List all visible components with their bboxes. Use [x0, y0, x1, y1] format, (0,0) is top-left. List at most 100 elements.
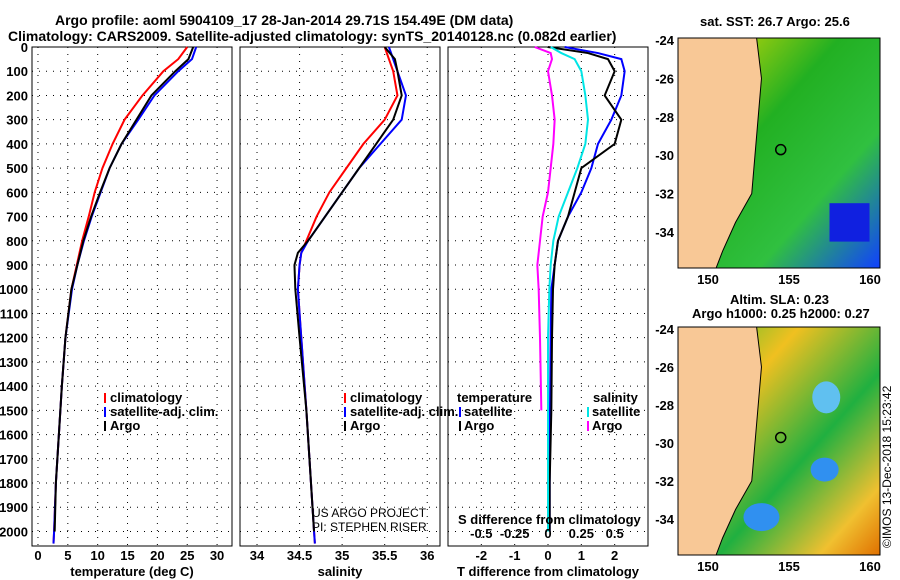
lon-tick-label: 160: [859, 272, 881, 287]
legend-label: Argo: [350, 418, 380, 433]
legend-label: satellite: [592, 404, 640, 419]
cool-patch: [829, 203, 870, 242]
x-tick-label: -2: [476, 548, 488, 563]
map-frame: [677, 37, 881, 269]
lat-tick-label: -32: [655, 187, 674, 202]
x-tick-label: 36: [420, 548, 434, 563]
legend-label: satellite-adj. clim.: [110, 404, 218, 419]
legend-label: Argo: [464, 418, 494, 433]
lat-tick-label: -28: [655, 398, 674, 413]
x-tick-label: 0: [34, 548, 41, 563]
lat-tick-label: -30: [655, 436, 674, 451]
profile-panel-3: -2 -1 0 1 2T difference from climatology temp…: [447, 46, 649, 579]
s-tick-label: 0: [544, 526, 551, 541]
lat-tick-label: -32: [655, 474, 674, 489]
x-tick-label: 2: [611, 548, 618, 563]
depth-tick-label: 100: [6, 64, 28, 79]
lon-tick-label: 150: [697, 559, 719, 574]
legend-label: Argo: [110, 418, 140, 433]
map-2: -24 -26 -28 -30 -32 -34 150 155 160: [655, 322, 881, 574]
depth-tick-label: 500: [6, 161, 28, 176]
eddy: [810, 457, 839, 482]
legend-title-temperature: temperature: [457, 390, 532, 405]
depth-tick-label: 1800: [0, 476, 28, 491]
s-axis-label: S difference from climatology: [458, 512, 642, 527]
series-s-satellite: [547, 46, 590, 532]
x-tick-label: 34: [250, 548, 265, 563]
lat-tick-label: -24: [655, 322, 675, 337]
depth-tick-label: 1500: [0, 403, 28, 418]
legend-label: Argo: [592, 418, 622, 433]
x-tick-label: 10: [90, 548, 104, 563]
series-s-argo: [534, 46, 556, 411]
title-line-1: Argo profile: aoml 5904109_17 28-Jan-201…: [55, 12, 514, 28]
depth-tick-label: 800: [6, 234, 28, 249]
s-tick-label: 0.25: [569, 526, 594, 541]
x-tick-label: 0: [544, 548, 551, 563]
lat-tick-label: -28: [655, 110, 674, 125]
pi-label: PI: STEPHEN RISER: [312, 520, 427, 534]
depth-tick-label: 1000: [0, 282, 28, 297]
lat-tick-label: -24: [655, 33, 675, 48]
lat-tick-label: -26: [655, 71, 674, 86]
x-tick-label: 20: [150, 548, 164, 563]
series-satellite-adj-clim-: [52, 46, 198, 544]
legend-title-salinity: salinity: [593, 390, 639, 405]
depth-tick-label: 400: [6, 137, 28, 152]
depth-tick-label: 1600: [0, 428, 28, 443]
map-1: -24 -26 -28 -30 -32 -34 150 155 160: [655, 33, 881, 287]
lon-tick-label: 150: [697, 272, 719, 287]
series-argo: [53, 46, 195, 532]
eddy: [812, 381, 841, 414]
lat-tick-label: -34: [655, 512, 675, 527]
map2-title-2: Argo h1000: 0.25 h2000: 0.27: [692, 306, 870, 321]
legend-label: climatology: [110, 390, 183, 405]
depth-tick-label: 200: [6, 88, 28, 103]
series-climatology: [296, 46, 399, 544]
eddy: [743, 503, 780, 532]
legend-label: satellite: [464, 404, 512, 419]
x-axis-label: temperature (deg C): [70, 564, 194, 579]
depth-tick-label: 0: [21, 40, 28, 55]
axes-box: [31, 46, 233, 547]
series-satellite-adj-clim-: [296, 46, 407, 544]
depth-tick-label: 1700: [0, 452, 28, 467]
legend-label: climatology: [350, 390, 423, 405]
x-axis-label: salinity: [318, 564, 364, 579]
depth-tick-label: 2000: [0, 524, 28, 539]
argo-float-marker: [774, 143, 787, 156]
depth-tick-label: 900: [6, 258, 28, 273]
series-t-satellite: [548, 46, 626, 532]
s-tick-label: 0.5: [606, 526, 624, 541]
lon-tick-label: 160: [859, 559, 881, 574]
depth-tick-label: 1200: [0, 331, 28, 346]
profile-panel-1: 0 5 10 15 20 25 30 temperature (deg C) climatolo…: [31, 46, 233, 579]
x-tick-label: 35.5: [372, 548, 397, 563]
depth-tick-label: 700: [6, 210, 28, 225]
x-tick-label: 35: [335, 548, 349, 563]
s-tick-label: -0.5: [470, 526, 492, 541]
map2-title-1: Altim. SLA: 0.23: [730, 292, 829, 307]
map-frame: [677, 326, 881, 556]
series-argo: [293, 46, 403, 532]
project-label: US ARGO PROJECT: [312, 506, 427, 520]
depth-tick-label: 1900: [0, 500, 28, 515]
lat-tick-label: -30: [655, 148, 674, 163]
x-tick-label: 25: [180, 548, 194, 563]
x-tick-label: 5: [64, 548, 71, 563]
map1-title: sat. SST: 26.7 Argo: 25.6: [700, 14, 850, 29]
argo-float-marker: [774, 431, 787, 444]
profile-panel-2: 34 34.5 35 35.5 36 salinity climatologysatelli…: [239, 46, 458, 579]
x-tick-label: 1: [578, 548, 585, 563]
depth-tick-label: 1300: [0, 355, 28, 370]
lat-tick-label: -26: [655, 360, 674, 375]
depth-tick-label: 600: [6, 185, 28, 200]
x-tick-label: 34.5: [287, 548, 312, 563]
legend-label: satellite-adj. clim.: [350, 404, 458, 419]
series-t-argo: [547, 46, 623, 532]
depth-tick-label: 1100: [0, 306, 28, 321]
x-tick-label: -1: [509, 548, 521, 563]
s-tick-label: -0.25: [500, 526, 530, 541]
